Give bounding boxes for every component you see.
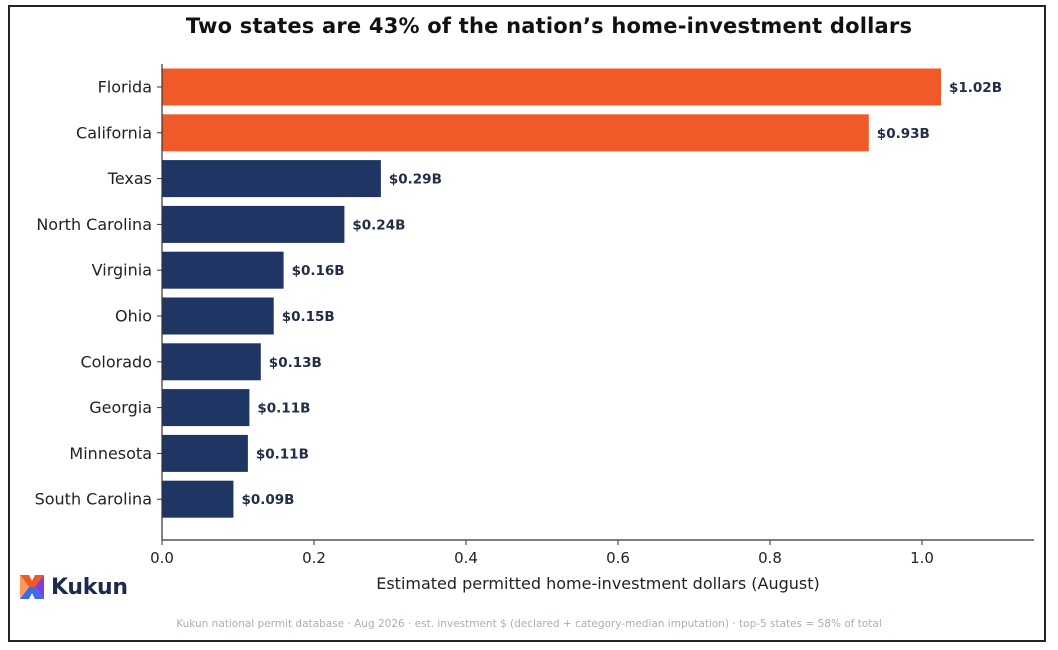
- x-axis-label: Estimated permitted home-investment doll…: [376, 574, 820, 593]
- chart-title: Two states are 43% of the nation’s home-…: [185, 14, 913, 38]
- value-label-california: $0.93B: [877, 126, 930, 142]
- category-label-california: California: [76, 123, 152, 142]
- value-label-north-carolina: $0.24B: [352, 217, 405, 233]
- x-tick-label: 0.8: [758, 549, 782, 567]
- bar-north-carolina: [162, 205, 345, 243]
- bars-group: [162, 68, 941, 518]
- value-label-florida: $1.02B: [949, 80, 1002, 96]
- x-tick-label: 0.0: [150, 549, 174, 567]
- bar-colorado: [162, 343, 261, 381]
- bar-ohio: [162, 297, 274, 335]
- value-labels: $1.02B $0.93B $0.29B $0.24B $0.16B $0.15B $0.1…: [241, 80, 1002, 508]
- value-label-virginia: $0.16B: [292, 263, 345, 279]
- axes: [161, 64, 1034, 541]
- x-tick-label: 1.0: [910, 549, 934, 567]
- footnote: Kukun national permit database · Aug 202…: [176, 618, 882, 630]
- kukun-x-icon: [20, 575, 44, 599]
- value-label-minnesota: $0.11B: [256, 446, 309, 462]
- value-label-south-carolina: $0.09B: [241, 492, 294, 508]
- value-label-colorado: $0.13B: [269, 355, 322, 371]
- bar-south-carolina: [162, 480, 234, 518]
- bar-virginia: [162, 251, 284, 289]
- bar-georgia: [162, 389, 250, 427]
- category-label-north-carolina: North Carolina: [36, 215, 152, 234]
- x-tick-label: 0.2: [302, 549, 326, 567]
- x-ticks: 0.0 0.2 0.4 0.6 0.8 1.0: [150, 540, 934, 567]
- value-label-georgia: $0.11B: [257, 401, 310, 417]
- kukun-logo: Kukun: [18, 573, 128, 601]
- bar-florida: [162, 68, 941, 106]
- value-label-texas: $0.29B: [389, 172, 442, 188]
- category-label-ohio: Ohio: [115, 307, 152, 326]
- category-label-georgia: Georgia: [89, 398, 152, 417]
- x-tick-label: 0.6: [606, 549, 630, 567]
- x-tick-label: 0.4: [454, 549, 478, 567]
- category-label-florida: Florida: [98, 78, 152, 97]
- category-labels: Florida California Texas North Carolina Virg…: [35, 78, 162, 509]
- bar-minnesota: [162, 434, 248, 472]
- category-label-texas: Texas: [107, 169, 152, 188]
- bar-california: [162, 114, 869, 152]
- category-label-colorado: Colorado: [80, 352, 152, 371]
- bar-chart: Florida California Texas North Carolina Virg…: [35, 64, 1034, 593]
- value-label-ohio: $0.15B: [282, 309, 335, 325]
- logo-wordmark: Kukun: [51, 574, 128, 600]
- category-label-south-carolina: South Carolina: [35, 490, 152, 509]
- category-label-minnesota: Minnesota: [69, 444, 152, 463]
- bar-texas: [162, 160, 381, 198]
- category-label-virginia: Virginia: [92, 261, 152, 280]
